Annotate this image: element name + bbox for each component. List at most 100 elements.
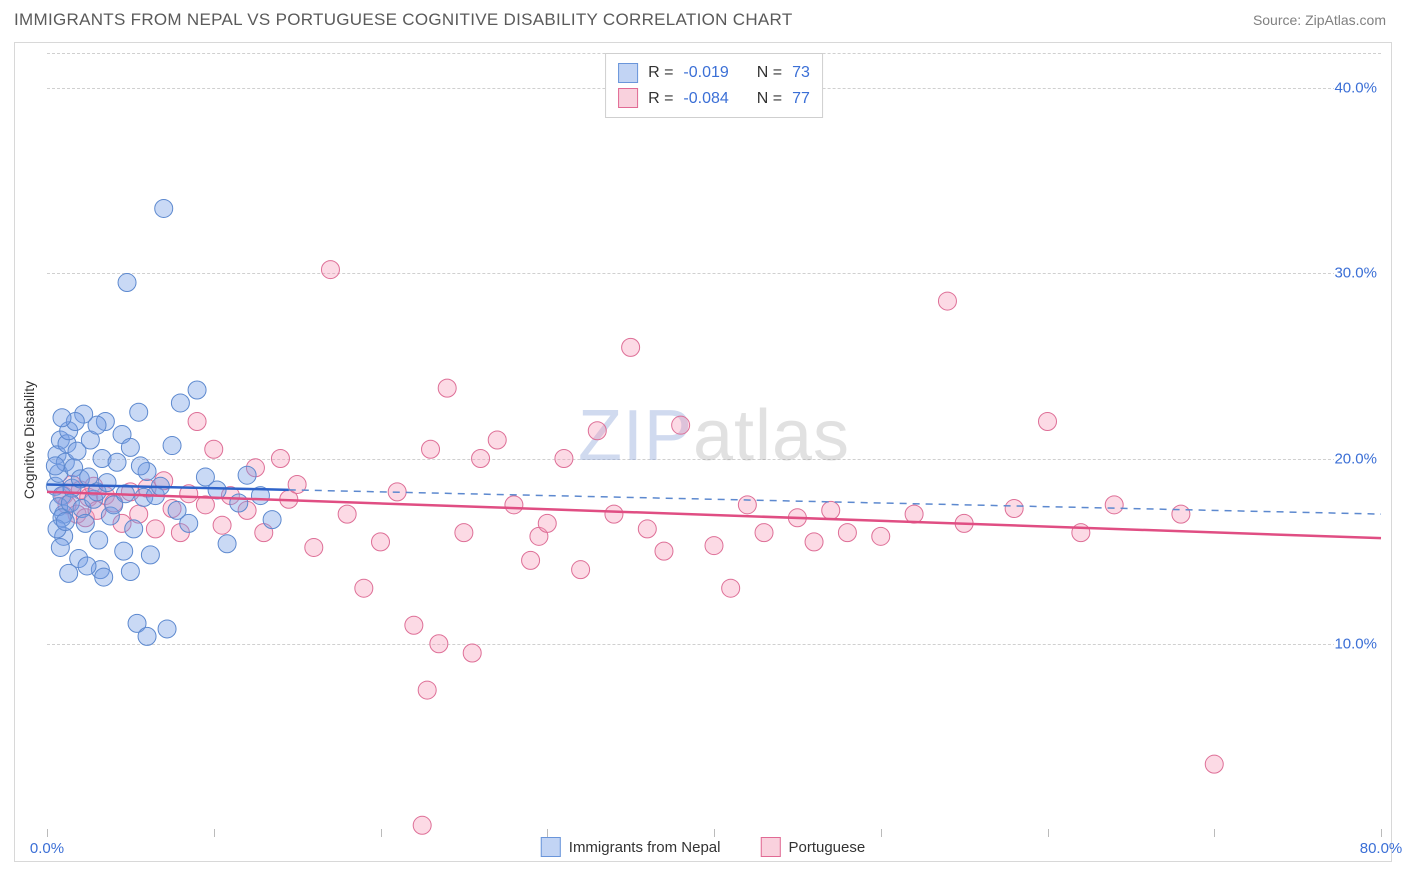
scatter-point — [438, 379, 456, 397]
chart-title: IMMIGRANTS FROM NEPAL VS PORTUGUESE COGN… — [14, 10, 793, 30]
scatter-point — [463, 644, 481, 662]
scatter-point — [338, 505, 356, 523]
scatter-point — [90, 531, 108, 549]
scatter-point — [53, 409, 71, 427]
x-tick-label: 80.0% — [1360, 840, 1403, 857]
scatter-point — [938, 292, 956, 310]
scatter-point — [95, 568, 113, 586]
scatter-svg — [47, 51, 1381, 829]
scatter-point — [108, 453, 126, 471]
scatter-point — [188, 412, 206, 430]
n-label: N = — [757, 60, 782, 86]
legend-row-pink: R = -0.084 N = 77 — [618, 86, 810, 112]
scatter-point — [638, 520, 656, 538]
scatter-point — [1105, 496, 1123, 514]
r-value: -0.019 — [683, 60, 728, 86]
scatter-point — [51, 538, 69, 556]
scatter-point — [271, 450, 289, 468]
scatter-point — [188, 381, 206, 399]
legend-label: Portuguese — [788, 839, 865, 856]
n-label: N = — [757, 86, 782, 112]
swatch-pink-icon — [760, 837, 780, 857]
swatch-blue-icon — [541, 837, 561, 857]
scatter-point — [455, 524, 473, 542]
scatter-point — [413, 816, 431, 834]
scatter-point — [488, 431, 506, 449]
scatter-point — [672, 416, 690, 434]
n-value: 77 — [792, 86, 810, 112]
x-tick — [214, 829, 215, 837]
scatter-point — [1172, 505, 1190, 523]
scatter-point — [355, 579, 373, 597]
x-tick — [547, 829, 548, 837]
scatter-point — [405, 616, 423, 634]
x-tick — [381, 829, 382, 837]
scatter-point — [238, 466, 256, 484]
scatter-point — [141, 546, 159, 564]
scatter-point — [168, 501, 186, 519]
scatter-point — [838, 524, 856, 542]
scatter-point — [121, 563, 139, 581]
scatter-point — [60, 564, 78, 582]
scatter-point — [1039, 412, 1057, 430]
scatter-point — [171, 394, 189, 412]
scatter-point — [622, 338, 640, 356]
scatter-point — [722, 579, 740, 597]
scatter-point — [505, 496, 523, 514]
scatter-point — [115, 542, 133, 560]
scatter-point — [46, 457, 64, 475]
scatter-point — [138, 627, 156, 645]
swatch-blue-icon — [618, 63, 638, 83]
scatter-point — [430, 635, 448, 653]
scatter-point — [555, 450, 573, 468]
scatter-point — [131, 457, 149, 475]
scatter-point — [205, 440, 223, 458]
scatter-point — [263, 511, 281, 529]
series-legend: Immigrants from Nepal Portuguese — [541, 837, 865, 857]
scatter-point — [905, 505, 923, 523]
scatter-point — [655, 542, 673, 560]
legend-label: Immigrants from Nepal — [569, 839, 721, 856]
scatter-point — [738, 496, 756, 514]
source-label: Source: ZipAtlas.com — [1253, 12, 1386, 28]
scatter-point — [218, 535, 236, 553]
scatter-point — [146, 520, 164, 538]
n-value: 73 — [792, 60, 810, 86]
scatter-point — [422, 440, 440, 458]
y-axis-title: Cognitive Disability — [21, 381, 37, 499]
scatter-point — [213, 516, 231, 534]
legend-row-blue: R = -0.019 N = 73 — [618, 60, 810, 86]
correlation-legend: R = -0.019 N = 73 R = -0.084 N = 77 — [605, 53, 823, 118]
scatter-point — [56, 513, 74, 531]
header: IMMIGRANTS FROM NEPAL VS PORTUGUESE COGN… — [0, 0, 1406, 38]
legend-item-pink: Portuguese — [760, 837, 865, 857]
r-label: R = — [648, 86, 673, 112]
scatter-point — [472, 450, 490, 468]
plot-area: Cognitive Disability 10.0%20.0%30.0%40.0… — [47, 51, 1381, 829]
scatter-point — [121, 438, 139, 456]
scatter-point — [805, 533, 823, 551]
x-tick — [1381, 829, 1382, 837]
scatter-point — [755, 524, 773, 542]
x-tick — [881, 829, 882, 837]
r-value: -0.084 — [683, 86, 728, 112]
scatter-point — [155, 199, 173, 217]
x-tick — [47, 829, 48, 837]
scatter-point — [418, 681, 436, 699]
x-tick-label: 0.0% — [30, 840, 64, 857]
scatter-point — [822, 501, 840, 519]
scatter-point — [572, 561, 590, 579]
scatter-point — [588, 422, 606, 440]
x-tick — [1048, 829, 1049, 837]
scatter-point — [76, 514, 94, 532]
scatter-point — [98, 474, 116, 492]
scatter-point — [1005, 500, 1023, 518]
scatter-point — [78, 557, 96, 575]
scatter-point — [163, 437, 181, 455]
scatter-point — [230, 494, 248, 512]
x-tick — [1214, 829, 1215, 837]
scatter-point — [605, 505, 623, 523]
swatch-pink-icon — [618, 88, 638, 108]
scatter-point — [125, 520, 143, 538]
scatter-point — [522, 551, 540, 569]
